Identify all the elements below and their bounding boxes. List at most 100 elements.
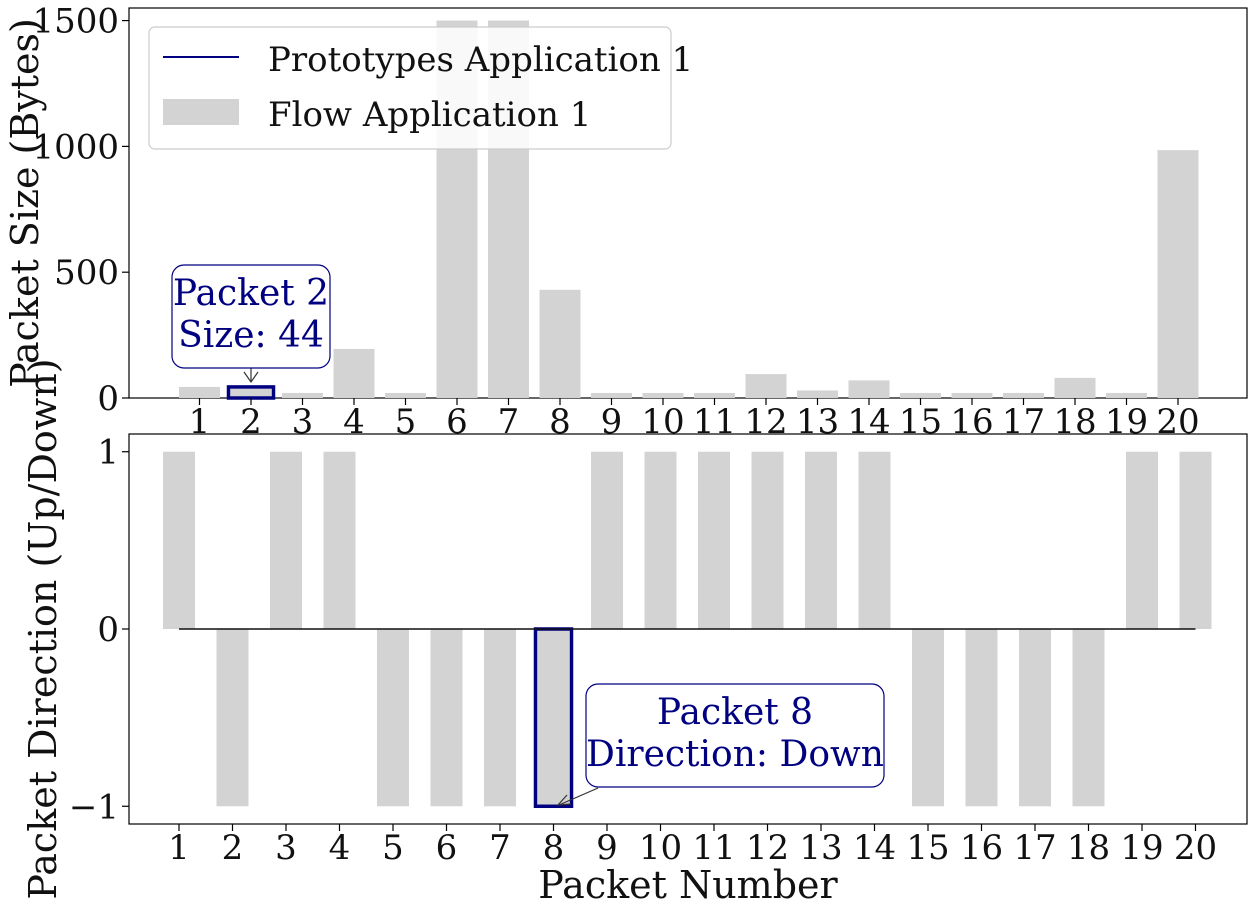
x-tick-label: 14 xyxy=(853,828,896,868)
x-tick-label: 20 xyxy=(1156,402,1199,442)
callout-line-1: Packet 8 xyxy=(657,692,813,733)
size-plot-frame xyxy=(128,7,1248,399)
x-tick-label: 11 xyxy=(693,402,736,442)
flow-bar xyxy=(385,392,426,398)
legend-prototype-label: Prototypes Application 1 xyxy=(268,40,693,80)
packet-direction-callout: Packet 8 Direction: Down xyxy=(556,683,885,806)
x-tick-label: 16 xyxy=(950,402,993,442)
x-tick-label: 3 xyxy=(275,828,297,868)
x-tick-label: 8 xyxy=(543,828,565,868)
flow-bar xyxy=(848,380,890,398)
flow-bar xyxy=(644,451,677,629)
y-tick-label: 0 xyxy=(97,610,119,650)
flow-bar xyxy=(745,374,787,398)
flow-bar xyxy=(537,629,570,807)
x-tick-label: 15 xyxy=(899,402,942,442)
flow-bar xyxy=(858,451,891,629)
flow-bar xyxy=(1054,377,1096,398)
x-axis-title: Packet Number xyxy=(538,863,838,907)
x-tick-label: 13 xyxy=(799,828,842,868)
flow-bar xyxy=(951,392,993,398)
size-y-axis-title: Packet Size (Bytes) xyxy=(3,18,47,388)
size-bars xyxy=(179,20,1199,400)
x-tick-label: 2 xyxy=(222,828,244,868)
flow-bar xyxy=(377,629,409,807)
x-tick-label: 12 xyxy=(746,828,789,868)
callout-box xyxy=(585,683,885,788)
flow-bar xyxy=(797,390,838,398)
y-tick-label: 1500 xyxy=(32,2,119,42)
flow-bar xyxy=(1019,629,1051,807)
y-tick-label: −1 xyxy=(69,787,119,827)
x-tick-label: 20 xyxy=(1174,828,1217,868)
x-tick-label: 1 xyxy=(189,402,211,442)
x-tick-label: 10 xyxy=(641,402,684,442)
callout-arrow-line xyxy=(558,787,599,806)
y-tick-label: 1 xyxy=(97,433,119,473)
x-tick-label: 18 xyxy=(1053,402,1096,442)
x-tick-label: 9 xyxy=(601,402,623,442)
flow-bar xyxy=(230,386,272,398)
x-tick-label: 15 xyxy=(906,828,949,868)
callout-arrow-head xyxy=(556,794,572,806)
flow-bar xyxy=(430,629,463,807)
flow-bar xyxy=(216,629,249,807)
callout-box xyxy=(171,264,331,369)
x-tick-label: 19 xyxy=(1120,828,1163,868)
x-tick-label: 14 xyxy=(847,402,890,442)
x-tick-label: 6 xyxy=(446,402,468,442)
x-tick-label: 4 xyxy=(329,828,351,868)
y-tick-label: 1000 xyxy=(32,127,119,167)
callout-line-2: Size: 44 xyxy=(178,315,324,356)
flow-bar xyxy=(1003,392,1044,398)
legend: Prototypes Application 1 Flow Applicatio… xyxy=(148,26,693,150)
x-tick-label: 2 xyxy=(240,402,262,442)
x-tick-label: 13 xyxy=(796,402,839,442)
flow-bar xyxy=(270,451,302,629)
flow-bar xyxy=(698,451,730,629)
flow-bar xyxy=(1106,392,1147,398)
x-tick-label: 19 xyxy=(1105,402,1148,442)
x-tick-label: 16 xyxy=(960,828,1003,868)
flow-bar xyxy=(642,392,684,398)
x-tick-label: 5 xyxy=(395,402,417,442)
x-tick-label: 9 xyxy=(596,828,618,868)
flow-bar xyxy=(900,392,941,398)
flow-bar xyxy=(1126,451,1158,629)
flow-bar xyxy=(1179,451,1212,629)
x-tick-label: 12 xyxy=(744,402,787,442)
legend-flow-label: Flow Application 1 xyxy=(268,95,591,135)
x-tick-label: 7 xyxy=(498,402,520,442)
flow-bar xyxy=(179,386,220,398)
callout-line-1: Packet 2 xyxy=(173,273,329,314)
x-tick-label: 4 xyxy=(343,402,365,442)
x-tick-label: 17 xyxy=(1013,828,1056,868)
flow-bar xyxy=(965,629,998,807)
flow-bar xyxy=(591,392,632,398)
x-tick-label: 11 xyxy=(692,828,735,868)
callout-line-2: Direction: Down xyxy=(586,734,884,775)
flow-bar xyxy=(484,629,516,807)
flow-bar xyxy=(751,451,784,629)
x-tick-label: 10 xyxy=(639,828,682,868)
flow-bar xyxy=(539,289,581,398)
x-tick-label: 3 xyxy=(292,402,314,442)
legend-flow-swatch xyxy=(163,99,239,125)
x-tick-label: 5 xyxy=(382,828,404,868)
direction-ticks: 10−11 2 3 4 5 6 7 8 9 10 11 12 13 14 15 16 17 18 19 20 xyxy=(69,433,1217,868)
flow-bar xyxy=(912,629,944,807)
callout-arrow-head xyxy=(243,371,259,384)
packet-size-callout: Packet 2 Size: 44 xyxy=(171,264,331,384)
flow-bar xyxy=(163,451,195,629)
x-tick-label: 7 xyxy=(489,828,511,868)
flow-bar xyxy=(282,392,323,398)
flow-bar xyxy=(805,451,837,629)
x-tick-label: 18 xyxy=(1067,828,1110,868)
direction-y-axis-title: Packet Direction (Up/Down) xyxy=(21,358,65,899)
x-tick-label: 17 xyxy=(1002,402,1045,442)
direction-bars xyxy=(163,451,1212,809)
x-tick-label: 6 xyxy=(436,828,458,868)
